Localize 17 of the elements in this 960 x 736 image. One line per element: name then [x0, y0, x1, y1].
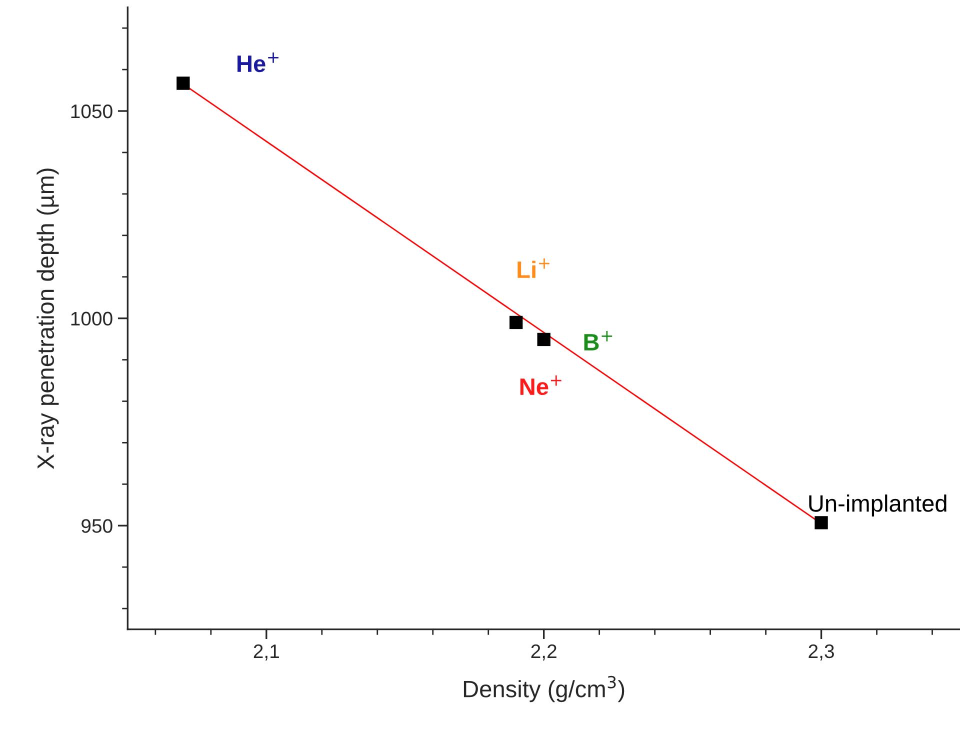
annotation: B$^{+}$: [584, 330, 612, 350]
y-tick-label: 1000: [71, 312, 112, 326]
point: [176, 76, 190, 90]
point: [814, 516, 828, 530]
y-tick-label: 1050: [71, 104, 112, 118]
y-tick-label: 950: [82, 519, 112, 533]
point: [537, 332, 550, 346]
x-tick-label: 2,3: [808, 644, 834, 660]
annotation: He$^{+}$: [238, 52, 278, 72]
point: [510, 316, 523, 330]
x-axis-title: Density (g/cm$^{3}$): [464, 676, 624, 702]
annotation: Un-implanted: [809, 494, 946, 517]
x-tick-label: 2,2: [531, 644, 556, 660]
annotation: Ne$^{+}$: [520, 375, 562, 396]
y-axis-title: X-ray penetration depth (µm): [36, 168, 59, 469]
annotation: Li$^{+}$: [518, 258, 550, 278]
x-tick-label: 2,1: [254, 644, 279, 660]
